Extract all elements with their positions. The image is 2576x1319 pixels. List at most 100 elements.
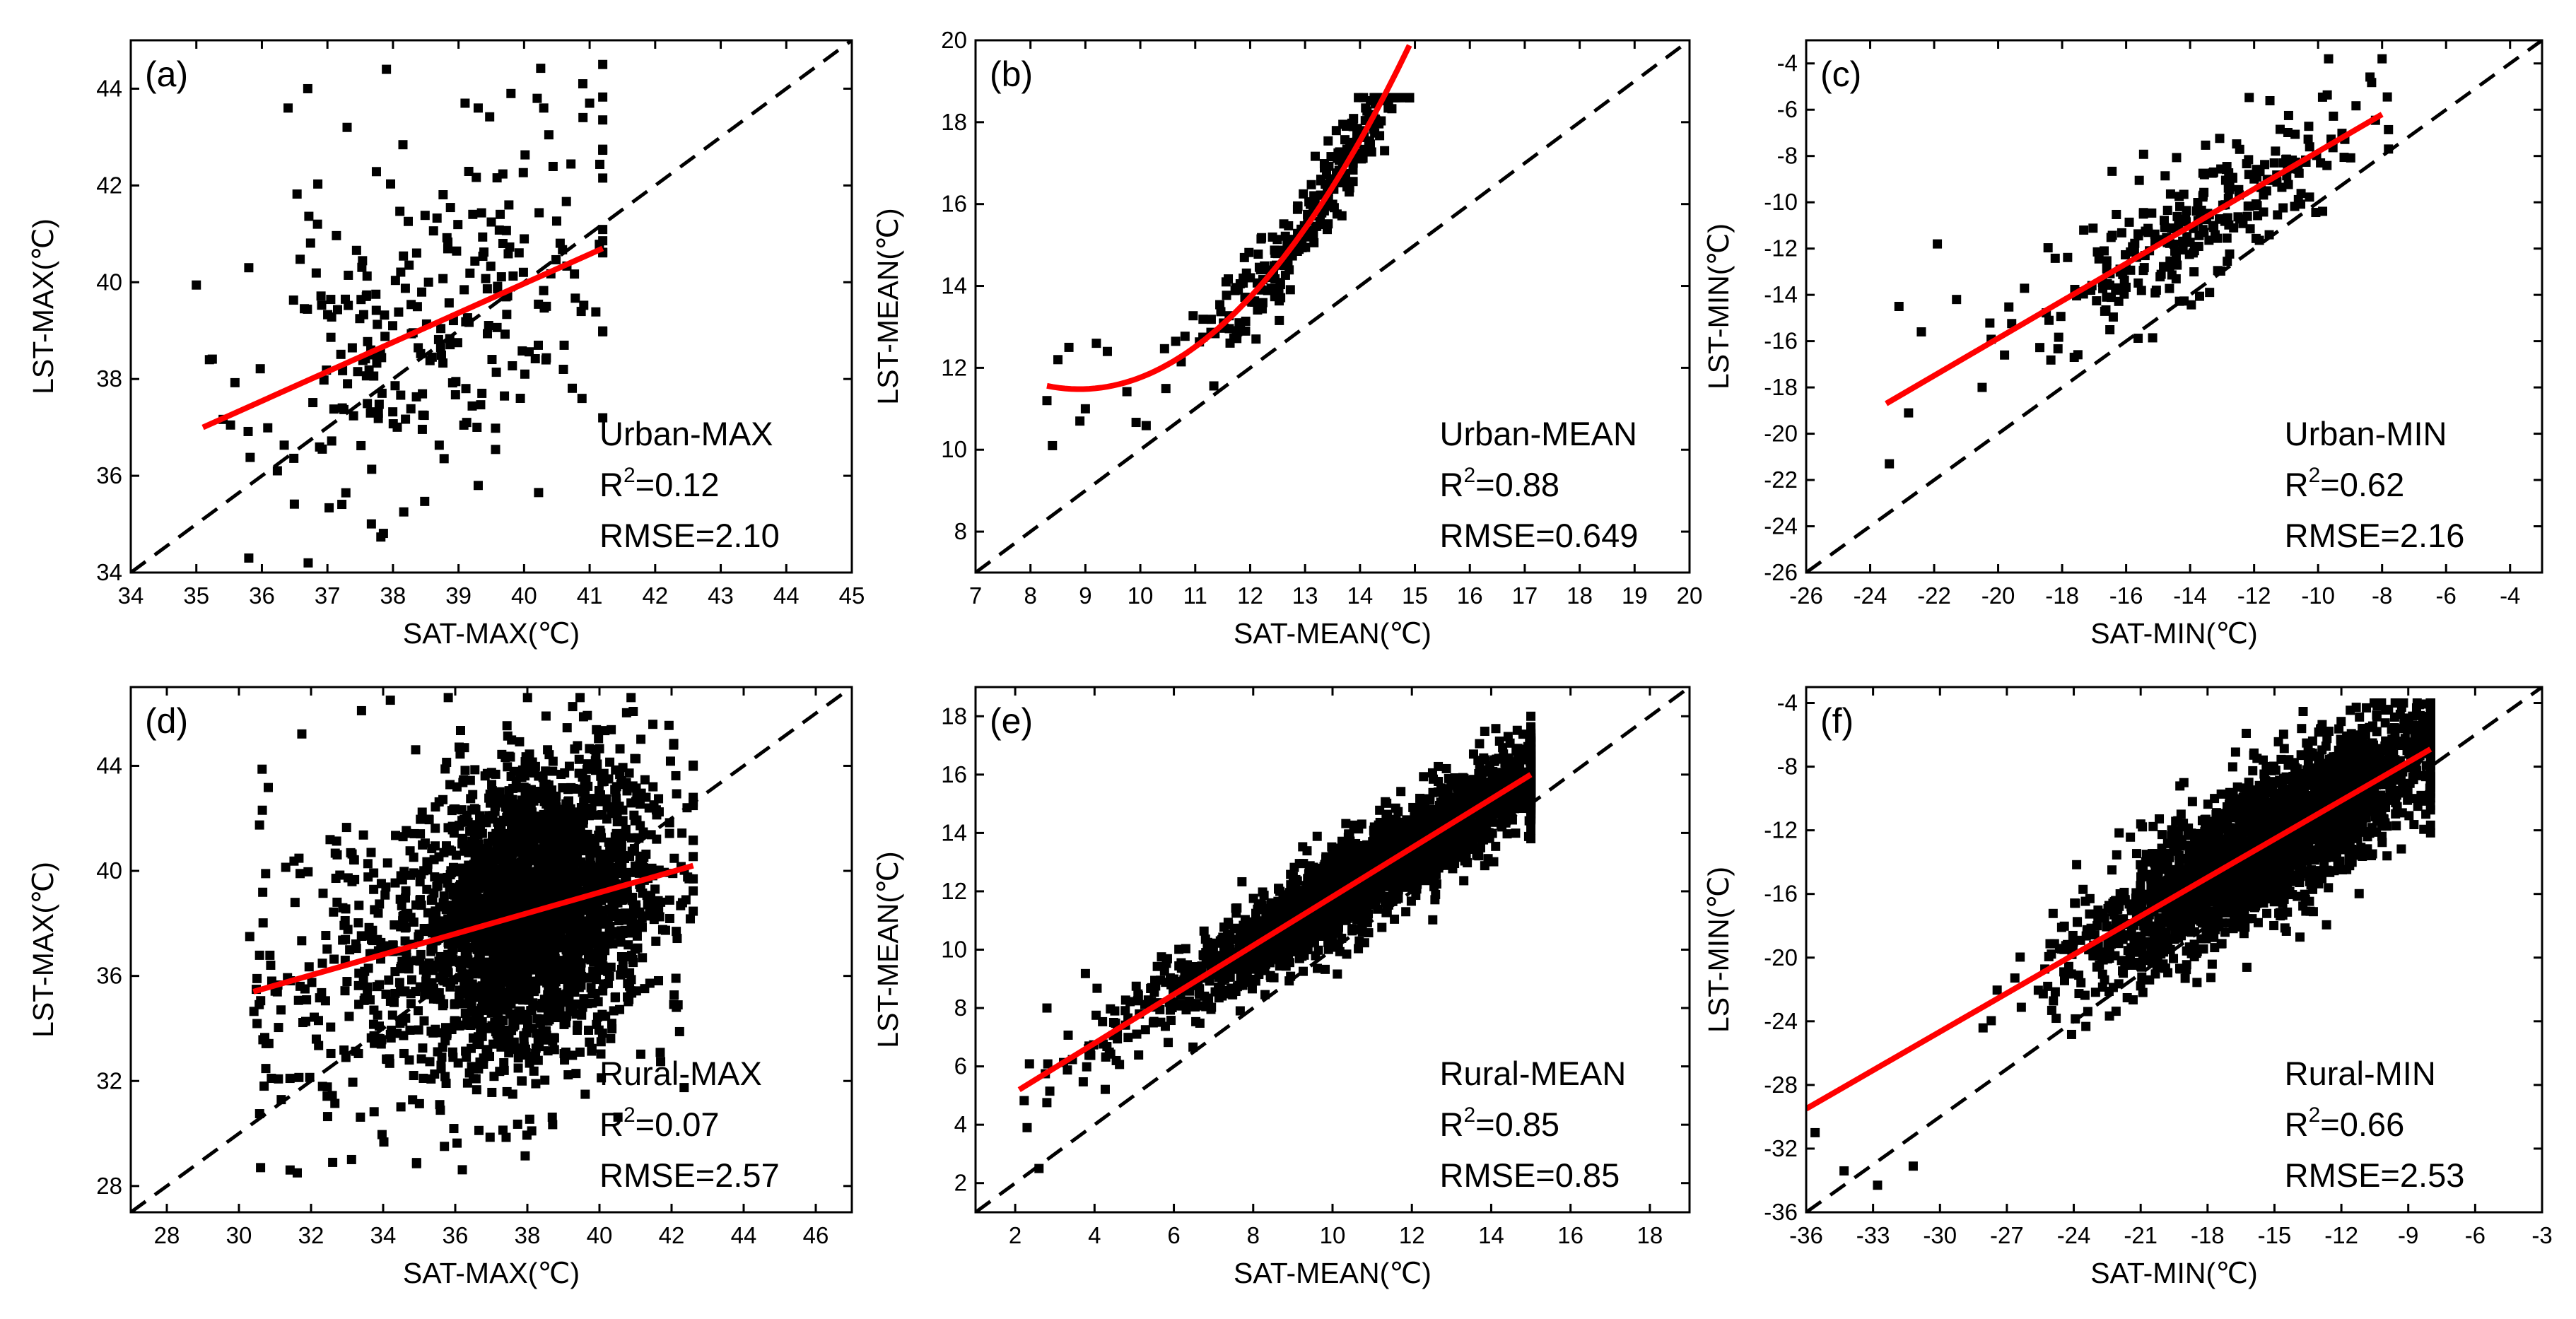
data-point (486, 992, 496, 1002)
data-point (403, 216, 413, 226)
data-point (462, 895, 472, 905)
data-point (356, 931, 366, 941)
panel-label: (a) (145, 54, 188, 94)
data-point (488, 983, 498, 993)
x-tick-label: -14 (2173, 582, 2207, 609)
data-point (520, 150, 530, 160)
x-tick-label: 40 (511, 582, 537, 609)
data-point (351, 1046, 361, 1056)
data-point (494, 225, 504, 235)
data-point (580, 776, 590, 786)
data-point (513, 860, 522, 869)
data-point (1326, 152, 1336, 162)
data-point (204, 355, 214, 365)
data-point (568, 783, 578, 793)
data-point (337, 500, 347, 510)
data-point (598, 413, 608, 423)
data-point (513, 1063, 523, 1073)
data-point (584, 1025, 594, 1035)
data-point (455, 726, 465, 736)
data-point (527, 962, 537, 972)
data-point (650, 884, 660, 894)
data-point (1141, 421, 1151, 430)
data-point (579, 994, 589, 1004)
data-point (319, 375, 329, 385)
data-point (483, 329, 493, 339)
data-point (671, 770, 681, 780)
data-point (677, 828, 687, 838)
data-point (2322, 90, 2332, 100)
data-point (252, 1019, 262, 1028)
data-point (1251, 334, 1261, 344)
data-point (390, 276, 400, 286)
data-point (513, 1119, 522, 1129)
data-point (452, 246, 462, 256)
data-point (313, 179, 323, 189)
data-point (2384, 144, 2394, 154)
data-point (371, 305, 381, 315)
data-point (276, 1095, 286, 1105)
data-point (618, 928, 628, 938)
data-point (2192, 206, 2202, 216)
data-point (474, 1040, 484, 1050)
data-point (504, 786, 514, 796)
data-point (382, 64, 392, 74)
data-point (411, 987, 421, 997)
data-point (322, 1091, 332, 1101)
data-point (404, 964, 414, 974)
data-point (1241, 326, 1251, 336)
data-point (504, 751, 514, 761)
data-point (602, 939, 612, 949)
data-point (520, 234, 529, 244)
data-point (321, 931, 331, 941)
data-point (353, 367, 363, 377)
data-point (1306, 180, 1316, 189)
data-point (329, 907, 339, 917)
data-point (414, 932, 423, 942)
x-axis-label: SAT-MAX(℃) (403, 1257, 580, 1289)
data-point (585, 1037, 595, 1047)
data-point (467, 915, 476, 925)
data-point (597, 1073, 607, 1083)
x-tick-label: 18 (1567, 582, 1593, 609)
data-point (443, 693, 453, 703)
x-tick-label: -20 (1981, 582, 2015, 609)
data-point (426, 896, 436, 905)
data-point (2245, 224, 2255, 234)
data-point (311, 268, 321, 278)
data-point (525, 1114, 534, 1124)
data-point (346, 1154, 356, 1164)
data-point (580, 1089, 590, 1099)
data-point (450, 390, 460, 400)
data-point (419, 924, 429, 934)
x-tick-label: 44 (731, 1222, 757, 1248)
data-point (644, 803, 654, 813)
data-point (450, 890, 459, 900)
data-point (1282, 238, 1292, 247)
data-point (1053, 355, 1063, 365)
data-point (655, 1048, 665, 1057)
data-point (339, 404, 349, 414)
data-point (665, 913, 674, 923)
data-point (1253, 250, 1263, 259)
data-point (372, 982, 382, 992)
data-point (543, 1008, 553, 1018)
data-point (491, 445, 500, 455)
data-point (1199, 926, 1209, 936)
data-point (473, 893, 483, 903)
data-point (669, 990, 679, 1000)
data-point (419, 1016, 429, 1026)
data-point (252, 973, 262, 983)
data-point (332, 305, 342, 315)
data-point (540, 1075, 550, 1085)
data-point (1257, 233, 1267, 242)
data-point (2225, 249, 2235, 259)
data-point (445, 901, 455, 910)
r2-value: R2=0.88 (1440, 464, 1560, 503)
data-point (322, 1112, 332, 1122)
y-tick-label: 36 (96, 462, 122, 488)
data-point (399, 1048, 409, 1058)
data-point (293, 995, 303, 1005)
x-tick-label: 15 (1402, 582, 1428, 609)
data-point (656, 1057, 666, 1067)
